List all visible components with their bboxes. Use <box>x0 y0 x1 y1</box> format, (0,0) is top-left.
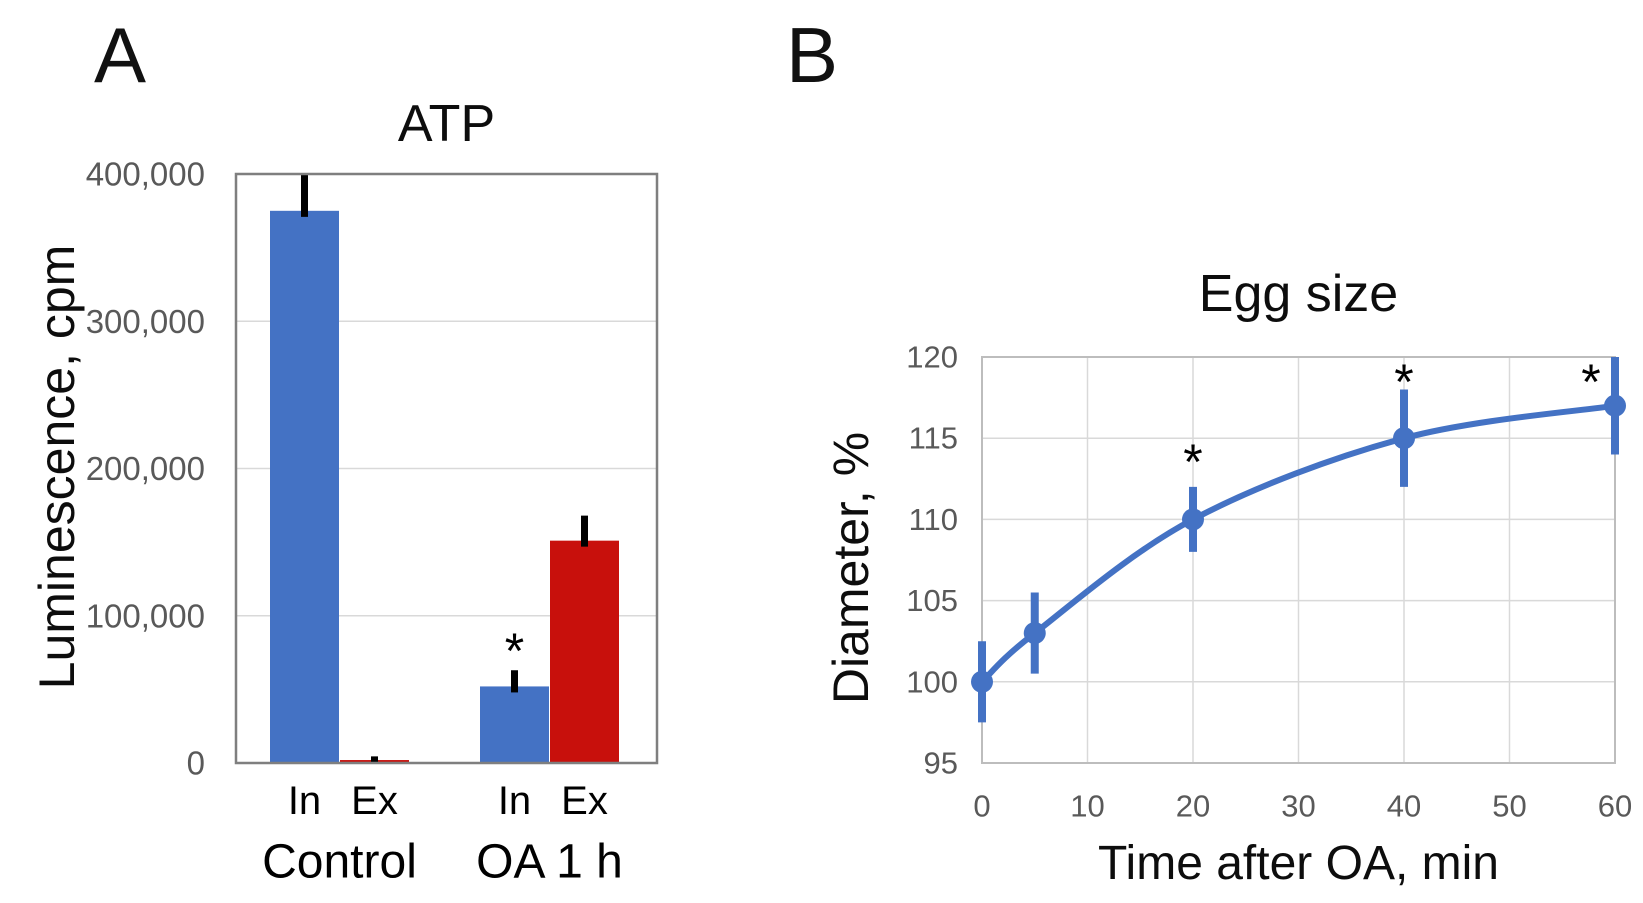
chart-b-title: Egg size <box>1198 265 1399 323</box>
y-tick-label: 100,000 <box>86 597 205 634</box>
x-tick-label: Ex <box>561 779 608 823</box>
significance-asterisk: * <box>1581 354 1600 410</box>
x-tick-label: Ex <box>351 779 398 823</box>
x-tick-label: 50 <box>1492 789 1526 824</box>
y-tick-label: 400,000 <box>86 156 205 193</box>
group-label: OA 1 h <box>476 836 623 889</box>
y-tick-label: 200,000 <box>86 450 205 487</box>
bar-oa-1-h-in <box>480 686 549 763</box>
data-point-t20 <box>1182 508 1204 531</box>
bar-control-in <box>270 210 339 763</box>
plot-border-b <box>981 356 1616 764</box>
x-tick-label: In <box>288 779 321 823</box>
data-point-t5 <box>1023 622 1046 645</box>
bar-oa-1-h-ex <box>550 540 619 763</box>
y-tick-label: 110 <box>909 502 958 537</box>
group-label: Control <box>262 836 417 889</box>
panel-a-label: A <box>94 11 147 99</box>
x-tick-label: 40 <box>1387 789 1421 824</box>
significance-asterisk: * <box>505 623 524 679</box>
x-tick-label: 0 <box>973 789 990 824</box>
significance-asterisk: * <box>1394 354 1413 410</box>
data-point-t40 <box>1393 427 1415 450</box>
chart-b-x-axis-label: Time after OA, min <box>1098 837 1499 890</box>
plot-border-a <box>234 172 659 765</box>
y-tick-label: 300,000 <box>86 303 205 340</box>
chart-a-title: ATP <box>397 95 496 153</box>
y-tick-label: 100 <box>906 664 958 699</box>
x-tick-label: 20 <box>1176 789 1210 824</box>
data-point-t60 <box>1604 394 1626 417</box>
significance-asterisk: * <box>1183 434 1202 490</box>
y-tick-label: 0 <box>187 745 205 782</box>
x-tick-label: In <box>498 779 531 823</box>
panel-b-label: B <box>786 11 839 99</box>
y-tick-label: 95 <box>924 746 958 781</box>
x-tick-label: 30 <box>1281 789 1315 824</box>
x-tick-label: 60 <box>1598 789 1632 824</box>
y-tick-label: 115 <box>909 421 958 456</box>
x-tick-label: 10 <box>1070 789 1104 824</box>
data-point-t0 <box>971 670 993 693</box>
y-tick-label: 105 <box>906 583 958 618</box>
y-tick-label: 120 <box>906 340 958 375</box>
